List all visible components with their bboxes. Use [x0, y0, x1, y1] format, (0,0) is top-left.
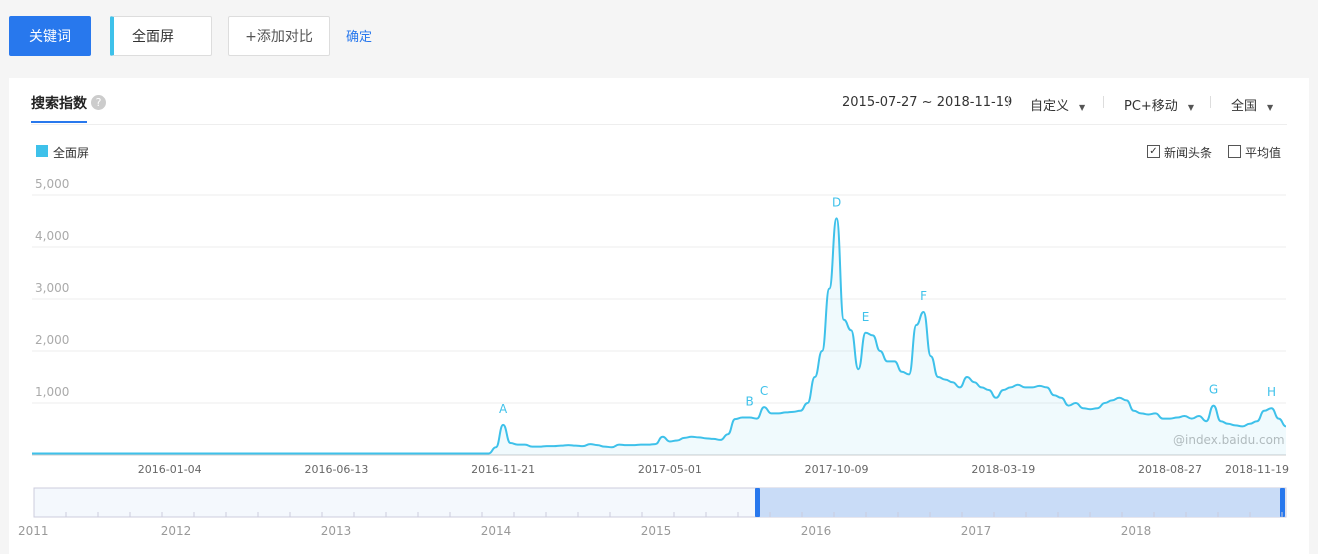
point-label: C [760, 384, 768, 398]
navigator-year: 2011 [18, 524, 49, 538]
legend-label[interactable]: 全面屏 [53, 146, 90, 160]
x-tick-label: 2016-06-13 [304, 463, 368, 476]
tab[interactable]: 搜索指数 [31, 96, 87, 112]
separator [1008, 96, 1009, 108]
date-range[interactable]: 2015-07-27 ~ 2018-11-19 [842, 95, 1013, 110]
navigator-year: 2013 [321, 524, 352, 538]
help-icon[interactable]: ? [91, 95, 106, 110]
caret: ▼ [1187, 103, 1194, 112]
checkbox[interactable] [1228, 145, 1241, 158]
x-tick-label: 2016-01-04 [138, 463, 202, 476]
navigator-handle[interactable] [1280, 488, 1285, 517]
point-label: G [1209, 383, 1218, 397]
navigator-selection[interactable] [758, 488, 1283, 517]
y-tick-label: 5,000 [35, 177, 69, 191]
region: 全国 [1231, 99, 1258, 114]
navigator-year: 2017 [961, 524, 992, 538]
point-label: F [920, 289, 927, 303]
x-tick-label: 2018-03-19 [971, 463, 1035, 476]
x-tick-label: 2017-10-09 [805, 463, 869, 476]
point-label: H [1267, 385, 1276, 399]
y-tick-label: 3,000 [35, 281, 69, 295]
x-tick-label: 2018-11-19 [1225, 463, 1289, 476]
point-label: B [745, 395, 753, 409]
y-tick-label: 2,000 [35, 333, 69, 347]
watermark: @index.baidu.com [1173, 433, 1285, 447]
caret: ▼ [1079, 103, 1086, 112]
device: PC+移动 [1124, 99, 1178, 114]
device-select[interactable]: PC+移动 ▼ [1124, 95, 1194, 114]
add-compare[interactable]: +添加对比 [228, 16, 330, 56]
tab-underline [31, 121, 87, 123]
keyword-input[interactable]: 全面屏 [110, 16, 212, 56]
separator [1103, 96, 1104, 108]
y-tick-label: 4,000 [35, 229, 69, 243]
keyword-button[interactable]: 关键词 [9, 16, 91, 56]
y-tick-label: 1,000 [35, 385, 69, 399]
area [32, 218, 1286, 455]
period-select[interactable]: 自定义 ▼ [1030, 95, 1085, 114]
x-tick-label: 2016-11-21 [471, 463, 535, 476]
panel [9, 78, 1309, 554]
point-label: D [832, 195, 841, 209]
x-tick-label: 2017-05-01 [638, 463, 702, 476]
option-label[interactable]: 平均值 [1245, 146, 1282, 160]
navigator-year: 2016 [801, 524, 832, 538]
region-select[interactable]: 全国 ▼ [1231, 95, 1273, 114]
legend-swatch [36, 145, 48, 157]
navigator-handle[interactable] [755, 488, 760, 517]
confirm-link[interactable]: 确定 [346, 30, 373, 45]
navigator-year: 2015 [641, 524, 672, 538]
navigator-year: 2014 [481, 524, 512, 538]
divider [31, 124, 1287, 125]
period: 自定义 [1030, 99, 1070, 114]
navigator-year: 2018 [1121, 524, 1152, 538]
checkbox[interactable]: ✓ [1147, 145, 1160, 158]
point-label: E [862, 310, 870, 324]
separator [1210, 96, 1211, 108]
navigator-year: 2012 [161, 524, 192, 538]
caret: ▼ [1267, 103, 1274, 112]
option-label[interactable]: 新闻头条 [1164, 146, 1213, 160]
line [32, 217, 1287, 455]
x-tick-label: 2018-08-27 [1138, 463, 1202, 476]
point-label: A [499, 402, 508, 416]
